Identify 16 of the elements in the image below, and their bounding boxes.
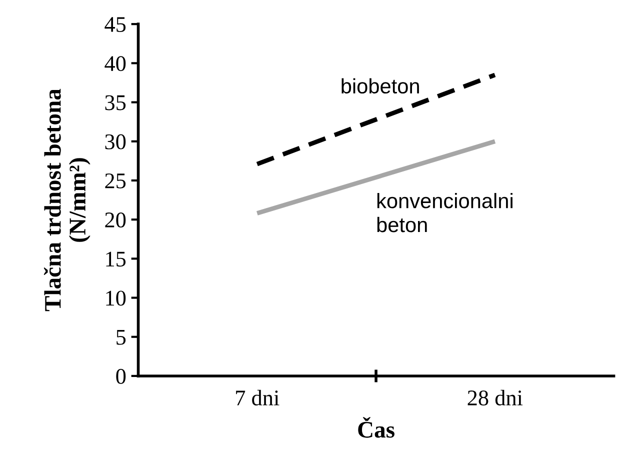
x-axis-title: Čas xyxy=(358,417,394,438)
y-tick-label: 40 xyxy=(104,56,126,72)
x-tick-label: 28 dni xyxy=(468,390,523,406)
y-tick-label: 35 xyxy=(105,95,126,110)
y-tick-label: 0 xyxy=(116,368,126,384)
y-axis-title: Tlačna trdnost betona (N/mm²) xyxy=(44,88,90,312)
x-tick-label: 7 dni xyxy=(236,390,280,406)
y-tick-label: 10 xyxy=(106,290,126,306)
y-tick-label: 25 xyxy=(105,173,126,188)
y-tick-label: 45 xyxy=(104,17,126,32)
y-tick-label: 30 xyxy=(105,134,126,150)
series-label: biobeton xyxy=(342,78,419,94)
y-tick-label: 20 xyxy=(105,212,126,228)
y-tick-label: 5 xyxy=(116,330,126,345)
y-tick-label: 15 xyxy=(106,252,126,267)
series-label: konvencionalni beton xyxy=(377,192,512,232)
